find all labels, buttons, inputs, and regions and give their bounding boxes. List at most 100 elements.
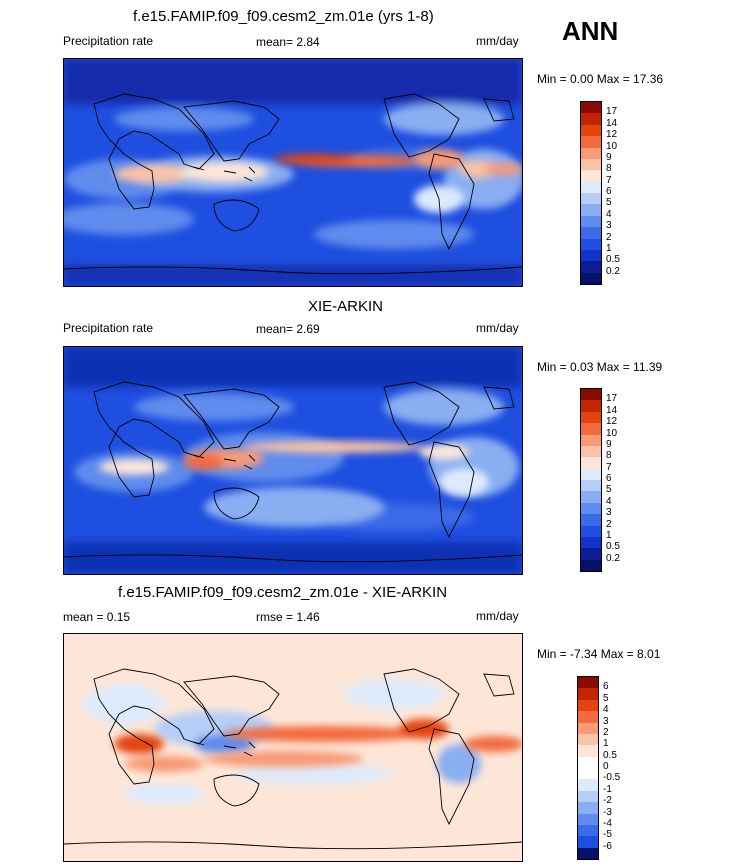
colorbar-tick-label: 12 <box>606 129 618 141</box>
colorbar-swatch <box>581 525 601 537</box>
colorbar-tick-label: 0.5 <box>606 541 620 553</box>
panel1-variable-label: Precipitation rate <box>63 34 154 48</box>
colorbar-swatch <box>581 536 601 549</box>
colorbar-swatch <box>578 722 598 734</box>
colorbar-swatch <box>581 389 601 401</box>
colorbar-tick-label: 2 <box>606 518 612 530</box>
panel2-colorbar-swatches <box>580 388 602 572</box>
colorbar-swatch <box>581 502 601 515</box>
colorbar-tick-label: 1 <box>606 529 612 541</box>
colorbar-swatch <box>578 745 598 757</box>
colorbar-tick-label: -5 <box>603 829 612 841</box>
colorbar-tick-label: -3 <box>603 806 612 818</box>
colorbar-swatch <box>581 400 601 412</box>
colorbar-tick-label: 0.2 <box>606 265 620 277</box>
colorbar-swatch <box>581 124 601 137</box>
panel3-rmse: rmse = 1.46 <box>256 610 320 624</box>
panel1-precip-field <box>64 59 522 286</box>
colorbar-swatch <box>578 779 598 791</box>
colorbar-swatch <box>581 147 601 159</box>
colorbar-swatch <box>578 699 598 712</box>
colorbar-tick-label: 8 <box>606 163 612 175</box>
colorbar-swatch <box>578 733 598 746</box>
colorbar-swatch <box>578 824 598 837</box>
colorbar-tick-label: 4 <box>606 495 612 507</box>
colorbar-tick-label: 3 <box>606 220 612 232</box>
colorbar-swatch <box>578 688 598 700</box>
colorbar-swatch <box>581 204 601 216</box>
colorbar-tick-label: 3 <box>606 507 612 519</box>
colorbar-swatch <box>578 677 598 689</box>
panel2-minmax: Min = 0.03 Max = 11.39 <box>537 360 663 374</box>
colorbar-swatch <box>578 790 598 803</box>
colorbar-swatch <box>581 559 601 571</box>
colorbar-tick-label: 12 <box>606 416 618 428</box>
colorbar-swatch <box>581 113 601 125</box>
colorbar-swatch <box>578 847 598 859</box>
colorbar-swatch <box>581 423 601 435</box>
colorbar-swatch <box>581 491 601 503</box>
panel2-variable-label: Precipitation rate <box>63 321 154 335</box>
colorbar-swatch <box>581 468 601 480</box>
colorbar-tick-label: -0.5 <box>603 772 621 784</box>
colorbar-tick-label: 6 <box>603 681 609 693</box>
panel2-units: mm/day <box>476 321 519 335</box>
panel3-units: mm/day <box>476 609 519 623</box>
colorbar-tick-label: 4 <box>606 208 612 220</box>
colorbar-tick-label: 14 <box>606 404 618 416</box>
colorbar-tick-label: 17 <box>606 393 618 405</box>
colorbar-swatch <box>581 548 601 560</box>
colorbar-tick-label: 5 <box>603 692 609 704</box>
panel1-map <box>63 58 523 287</box>
panel3-title: f.e15.FAMIP.f09_f09.cesm2_zm.01e - XIE-A… <box>118 584 448 601</box>
colorbar-tick-label: 0.2 <box>606 552 620 564</box>
panel2-mean: mean= 2.69 <box>256 322 320 336</box>
panel2-title: XIE-ARKIN <box>308 298 384 315</box>
panel2-precip-field <box>64 347 522 574</box>
colorbar-swatch <box>578 711 598 723</box>
colorbar-tick-label: -6 <box>603 840 612 852</box>
colorbar-tick-label: 10 <box>606 140 618 152</box>
colorbar-swatch <box>581 102 601 114</box>
panel3-colorbar-swatches <box>577 676 599 860</box>
panel1-units: mm/day <box>476 34 519 48</box>
colorbar-swatch <box>581 181 601 193</box>
colorbar-tick-label: 5 <box>606 484 612 496</box>
colorbar-swatch <box>581 480 601 492</box>
colorbar-swatch <box>581 411 601 424</box>
colorbar-swatch <box>581 514 601 526</box>
colorbar-swatch <box>581 136 601 148</box>
panel1-mean: mean= 2.84 <box>256 35 320 49</box>
colorbar-tick-label: 8 <box>606 450 612 462</box>
panel3-map <box>63 633 523 862</box>
colorbar-tick-label: 6 <box>606 186 612 197</box>
colorbar-swatch <box>581 434 601 446</box>
colorbar-tick-label: 2 <box>603 726 609 738</box>
colorbar-tick-label: 7 <box>606 461 612 473</box>
colorbar-tick-label: 5 <box>606 197 612 209</box>
colorbar-swatch <box>581 457 601 469</box>
colorbar-swatch <box>578 836 598 848</box>
colorbar-swatch <box>578 802 598 814</box>
panel2-map <box>63 346 523 575</box>
colorbar-tick-label: 6 <box>606 473 612 484</box>
colorbar-tick-label: 9 <box>606 151 612 163</box>
colorbar-tick-label: 0.5 <box>606 254 620 266</box>
colorbar-tick-label: 4 <box>603 704 609 716</box>
colorbar-swatch <box>581 193 601 205</box>
colorbar-tick-label: 17 <box>606 106 618 118</box>
colorbar-tick-label: 1 <box>603 738 609 750</box>
colorbar-tick-label: 9 <box>606 438 612 450</box>
colorbar-tick-label: 3 <box>603 715 609 727</box>
colorbar-tick-label: -2 <box>603 795 612 807</box>
panel3-mean: mean = 0.15 <box>63 610 131 624</box>
colorbar-swatch <box>581 272 601 284</box>
panel3-minmax: Min = -7.34 Max = 8.01 <box>537 647 661 661</box>
colorbar-tick-label: 10 <box>606 427 618 439</box>
colorbar-swatch <box>581 238 601 250</box>
colorbar-tick-label: 0.5 <box>603 749 617 761</box>
season-label: ANN <box>562 16 619 46</box>
colorbar-tick-label: 7 <box>606 174 612 186</box>
colorbar-swatch <box>578 768 598 780</box>
colorbar-swatch <box>581 227 601 239</box>
